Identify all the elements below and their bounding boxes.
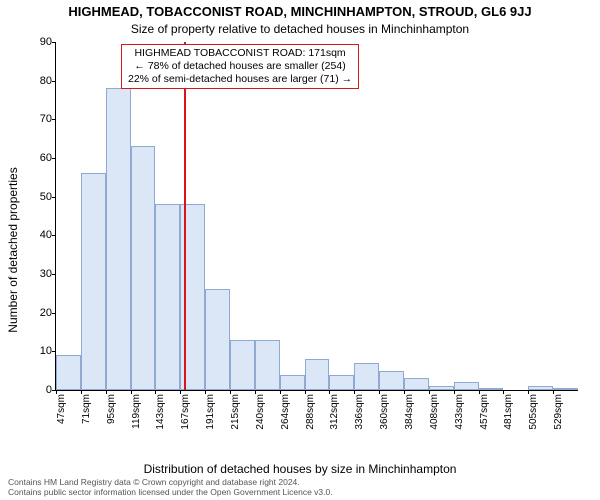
ytick-label: 20 [40,307,56,319]
xtick: 529sqm [553,390,554,394]
histogram-bar [131,146,156,390]
ytick-label: 50 [40,191,56,203]
xtick: 215sqm [230,390,231,394]
xtick-label: 47sqm [56,394,67,424]
xtick: 408sqm [429,390,430,394]
histogram-bar [106,88,131,390]
ytick-label: 30 [40,268,56,280]
histogram-bar [379,371,404,390]
xtick-label: 457sqm [479,394,490,430]
xtick-label: 481sqm [503,394,514,430]
chart-container: HIGHMEAD, TOBACCONIST ROAD, MINCHINHAMPT… [0,0,600,500]
xtick: 47sqm [56,390,57,394]
footer-attribution: Contains HM Land Registry data © Crown c… [8,478,592,498]
xtick: 384sqm [404,390,405,394]
xtick: 167sqm [180,390,181,394]
plot-area: HIGHMEAD TOBACCONIST ROAD: 171sqm ← 78% … [55,42,578,391]
xtick-label: 529sqm [553,394,564,430]
xtick-label: 312sqm [329,394,340,430]
annotation-line: 22% of semi-detached houses are larger (… [128,73,352,86]
xtick-label: 360sqm [379,394,390,430]
ytick-label: 70 [40,113,56,125]
xtick: 481sqm [503,390,504,394]
xtick-label: 71sqm [81,394,92,424]
xtick-label: 191sqm [205,394,216,430]
xtick: 240sqm [255,390,256,394]
ytick-label: 90 [40,36,56,48]
histogram-bar [205,289,230,390]
xtick-label: 336sqm [354,394,365,430]
xtick: 336sqm [354,390,355,394]
ytick-label: 80 [40,75,56,87]
histogram-bar [305,359,330,390]
xtick: 505sqm [528,390,529,394]
histogram-bar [479,388,504,390]
histogram-bar [553,388,578,390]
histogram-bar [354,363,379,390]
y-axis-label: Number of detached properties [6,85,20,250]
reference-line [184,42,186,390]
ytick-label: 0 [46,384,56,396]
xtick-label: 384sqm [404,394,415,430]
histogram-bar [404,378,429,390]
histogram-bar [81,173,106,390]
xtick: 95sqm [106,390,107,394]
xtick-label: 143sqm [155,394,166,430]
xtick: 119sqm [131,390,132,394]
xtick: 288sqm [305,390,306,394]
histogram-bar [429,386,454,390]
xtick-label: 240sqm [255,394,266,430]
xtick: 264sqm [280,390,281,394]
xtick-label: 264sqm [280,394,291,430]
xtick-label: 288sqm [305,394,316,430]
footer-line: Contains public sector information licen… [8,488,592,498]
annotation-box: HIGHMEAD TOBACCONIST ROAD: 171sqm ← 78% … [121,44,359,89]
x-axis-label: Distribution of detached houses by size … [0,462,600,476]
xtick: 312sqm [329,390,330,394]
ytick-label: 60 [40,152,56,164]
annotation-line: ← 78% of detached houses are smaller (25… [128,60,352,73]
xtick-label: 408sqm [429,394,440,430]
xtick: 191sqm [205,390,206,394]
histogram-bar [329,375,354,390]
histogram-bar [56,355,81,390]
xtick-label: 167sqm [180,394,191,430]
xtick-label: 215sqm [230,394,241,430]
xtick-label: 433sqm [454,394,465,430]
xtick: 433sqm [454,390,455,394]
ytick-label: 10 [40,345,56,357]
histogram-bar [454,382,479,390]
xtick: 143sqm [155,390,156,394]
histogram-bar [255,340,280,390]
xtick: 457sqm [479,390,480,394]
histogram-bar [280,375,305,390]
annotation-line: HIGHMEAD TOBACCONIST ROAD: 171sqm [128,47,352,60]
ytick-label: 40 [40,229,56,241]
page-title: HIGHMEAD, TOBACCONIST ROAD, MINCHINHAMPT… [0,4,600,19]
chart-subtitle: Size of property relative to detached ho… [0,22,600,36]
histogram-bar [230,340,255,390]
bars-layer [56,42,578,390]
xtick: 360sqm [379,390,380,394]
histogram-bar [528,386,553,390]
xtick-label: 95sqm [106,394,117,424]
xtick: 71sqm [81,390,82,394]
histogram-bar [155,204,180,390]
xtick-label: 119sqm [131,394,142,429]
xtick-label: 505sqm [528,394,539,430]
